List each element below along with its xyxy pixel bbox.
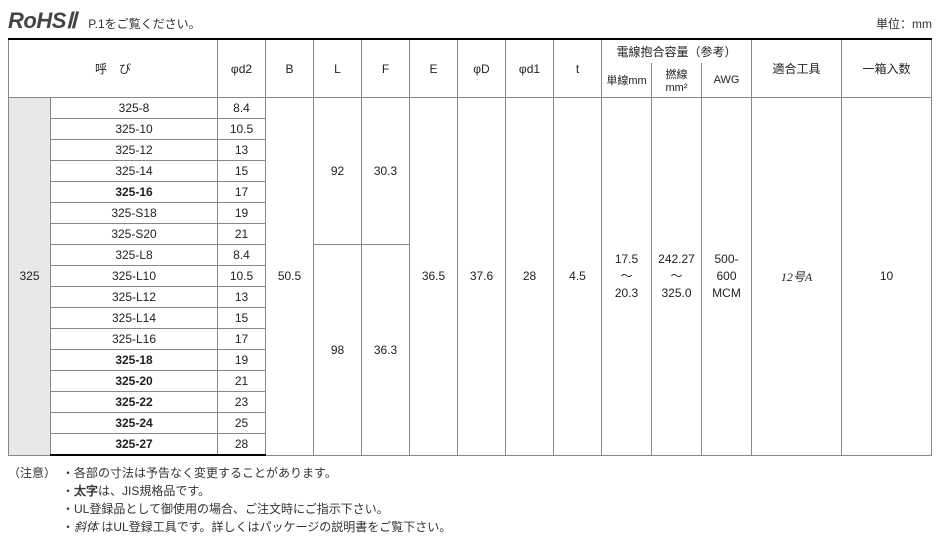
model-cell: 325-L14 xyxy=(51,308,218,329)
E-cell: 36.5 xyxy=(410,98,458,456)
rohs-badge: RoHSⅡ xyxy=(8,8,76,34)
model-cell: 325-L10 xyxy=(51,266,218,287)
model-cell: 325-18 xyxy=(51,350,218,371)
table-row: 325325-88.450.59230.336.537.6284.517.5 〜… xyxy=(9,98,932,119)
model-cell: 325-L16 xyxy=(51,329,218,350)
model-cell: 325-S20 xyxy=(51,224,218,245)
d2-cell: 17 xyxy=(218,329,266,350)
tansen-cell: 17.5 〜 20.3 xyxy=(602,98,652,456)
model-cell: 325-12 xyxy=(51,140,218,161)
d2-cell: 8.4 xyxy=(218,98,266,119)
series-cell: 325 xyxy=(9,98,51,456)
model-cell: 325-14 xyxy=(51,161,218,182)
note-item: ・太字は、JIS規格品です。 xyxy=(62,482,451,500)
L-cell: 98 xyxy=(314,245,362,456)
d2-cell: 17 xyxy=(218,182,266,203)
d2-cell: 8.4 xyxy=(218,245,266,266)
d2-cell: 15 xyxy=(218,161,266,182)
model-cell: 325-27 xyxy=(51,434,218,456)
notes-label: （注意） xyxy=(8,464,56,536)
d2-cell: 19 xyxy=(218,350,266,371)
boxqty-cell: 10 xyxy=(842,98,932,456)
model-cell: 325-8 xyxy=(51,98,218,119)
model-cell: 325-L12 xyxy=(51,287,218,308)
yorisen-cell: 242.27 〜 325.0 xyxy=(652,98,702,456)
col-tansen: 単線mm xyxy=(602,63,652,98)
d2-cell: 10.5 xyxy=(218,119,266,140)
col-B: B xyxy=(266,39,314,98)
B-cell: 50.5 xyxy=(266,98,314,456)
col-d2: φd2 xyxy=(218,39,266,98)
model-cell: 325-L8 xyxy=(51,245,218,266)
model-cell: 325-16 xyxy=(51,182,218,203)
unit-label: 単位：mm xyxy=(876,15,932,32)
note-item: ・UL登録品として御使用の場合、ご注文時にご指示下さい。 xyxy=(62,500,451,518)
col-boxqty: 一箱入数 xyxy=(842,39,932,98)
d2-cell: 13 xyxy=(218,287,266,308)
F-cell: 30.3 xyxy=(362,98,410,245)
model-cell: 325-20 xyxy=(51,371,218,392)
notes-list: ・各部の寸法は予告なく変更することがあります。・太字は、JIS規格品です。・UL… xyxy=(62,464,451,536)
model-cell: 325-24 xyxy=(51,413,218,434)
d2-cell: 19 xyxy=(218,203,266,224)
d2-cell: 21 xyxy=(218,371,266,392)
note-item: ・斜体 はUL登録工具です。詳しくはパッケージの説明書をご覧下さい。 xyxy=(62,518,451,536)
col-D: φD xyxy=(458,39,506,98)
col-wire-group: 電線抱合容量（参考） xyxy=(602,39,752,63)
t-cell: 4.5 xyxy=(554,98,602,456)
col-d1: φd1 xyxy=(506,39,554,98)
d2-cell: 28 xyxy=(218,434,266,456)
F-cell: 36.3 xyxy=(362,245,410,456)
col-tool: 適合工具 xyxy=(752,39,842,98)
col-awg: AWG xyxy=(702,63,752,98)
model-cell: 325-10 xyxy=(51,119,218,140)
col-yorisen: 撚線mm² xyxy=(652,63,702,98)
col-t: t xyxy=(554,39,602,98)
spec-table: 呼 び φd2 B L F E φD φd1 t 電線抱合容量（参考） 適合工具… xyxy=(8,38,932,456)
tool-cell: 12号A xyxy=(752,98,842,456)
d2-cell: 10.5 xyxy=(218,266,266,287)
d2-cell: 25 xyxy=(218,413,266,434)
header-note: P.1をご覧ください。 xyxy=(88,15,200,32)
d2-cell: 13 xyxy=(218,140,266,161)
col-yobi: 呼 び xyxy=(9,39,218,98)
model-cell: 325-22 xyxy=(51,392,218,413)
col-L: L xyxy=(314,39,362,98)
col-F: F xyxy=(362,39,410,98)
d1-cell: 28 xyxy=(506,98,554,456)
note-item: ・各部の寸法は予告なく変更することがあります。 xyxy=(62,464,451,482)
d2-cell: 23 xyxy=(218,392,266,413)
d2-cell: 15 xyxy=(218,308,266,329)
D-cell: 37.6 xyxy=(458,98,506,456)
header: RoHSⅡ P.1をご覧ください。 単位：mm xyxy=(8,8,932,34)
d2-cell: 21 xyxy=(218,224,266,245)
awg-cell: 500-600 MCM xyxy=(702,98,752,456)
col-E: E xyxy=(410,39,458,98)
model-cell: 325-S18 xyxy=(51,203,218,224)
notes: （注意） ・各部の寸法は予告なく変更することがあります。・太字は、JIS規格品で… xyxy=(8,464,932,536)
L-cell: 92 xyxy=(314,98,362,245)
